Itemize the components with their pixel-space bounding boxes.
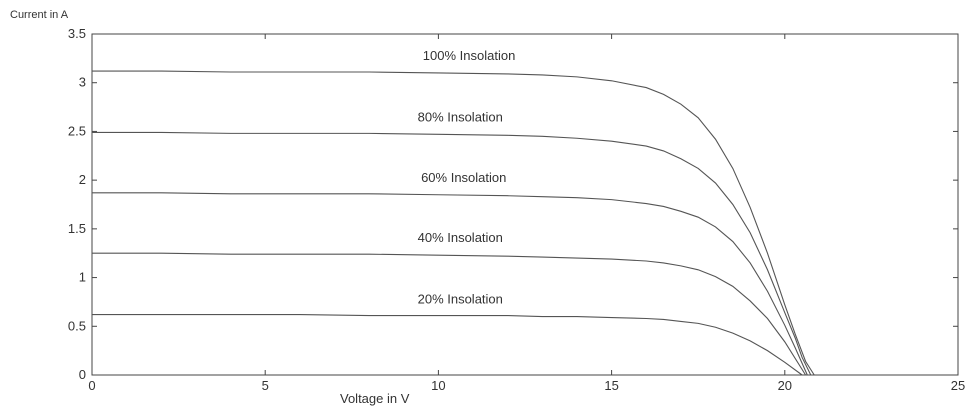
series-label: 20% Insolation: [418, 292, 503, 307]
y-axis-title: Current in A: [10, 9, 69, 21]
series-label: 40% Insolation: [418, 230, 503, 245]
y-tick-label: 0: [79, 367, 86, 382]
x-tick-label: 25: [951, 378, 965, 393]
x-tick-label: 0: [88, 378, 95, 393]
series-label: 100% Insolation: [423, 48, 516, 63]
axis-ticks: 0 5 10 15 20 25 0 0.5 1 1.5 2 2.5 3 3.5: [68, 26, 965, 393]
curve-labels: 100% Insolation 80% Insolation 60% Insolat…: [418, 48, 516, 307]
series-line: [92, 314, 803, 376]
y-tick-label: 2: [79, 172, 86, 187]
series-label: 60% Insolation: [421, 170, 506, 185]
y-tick-label: 0.5: [68, 318, 86, 333]
series-line: [92, 70, 815, 376]
x-tick-label: 20: [778, 378, 792, 393]
y-tick-label: 3: [79, 75, 86, 90]
x-axis-title: Voltage in V: [340, 391, 410, 406]
x-tick-label: 15: [604, 378, 618, 393]
series-label: 80% Insolation: [418, 109, 503, 124]
curves: [92, 70, 815, 376]
x-tick-label: 10: [431, 378, 445, 393]
y-tick-label: 3.5: [68, 26, 86, 41]
series-line: [92, 131, 812, 376]
series-line: [92, 252, 807, 376]
plot-frame: [91, 33, 959, 376]
y-tick-label: 2.5: [68, 123, 86, 138]
y-tick-label: 1: [79, 270, 86, 285]
x-tick-label: 5: [262, 378, 269, 393]
y-tick-label: 1.5: [68, 221, 86, 236]
series-line: [92, 192, 808, 376]
